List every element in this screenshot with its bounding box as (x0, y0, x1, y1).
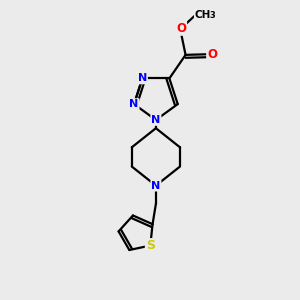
Text: 3: 3 (210, 11, 215, 20)
Text: N: N (151, 181, 160, 190)
Text: N: N (151, 115, 160, 125)
Text: O: O (176, 22, 186, 35)
Text: N: N (138, 74, 147, 83)
Text: N: N (129, 99, 139, 109)
Text: CH: CH (194, 10, 211, 20)
Text: O: O (207, 48, 217, 61)
Text: S: S (146, 239, 155, 252)
